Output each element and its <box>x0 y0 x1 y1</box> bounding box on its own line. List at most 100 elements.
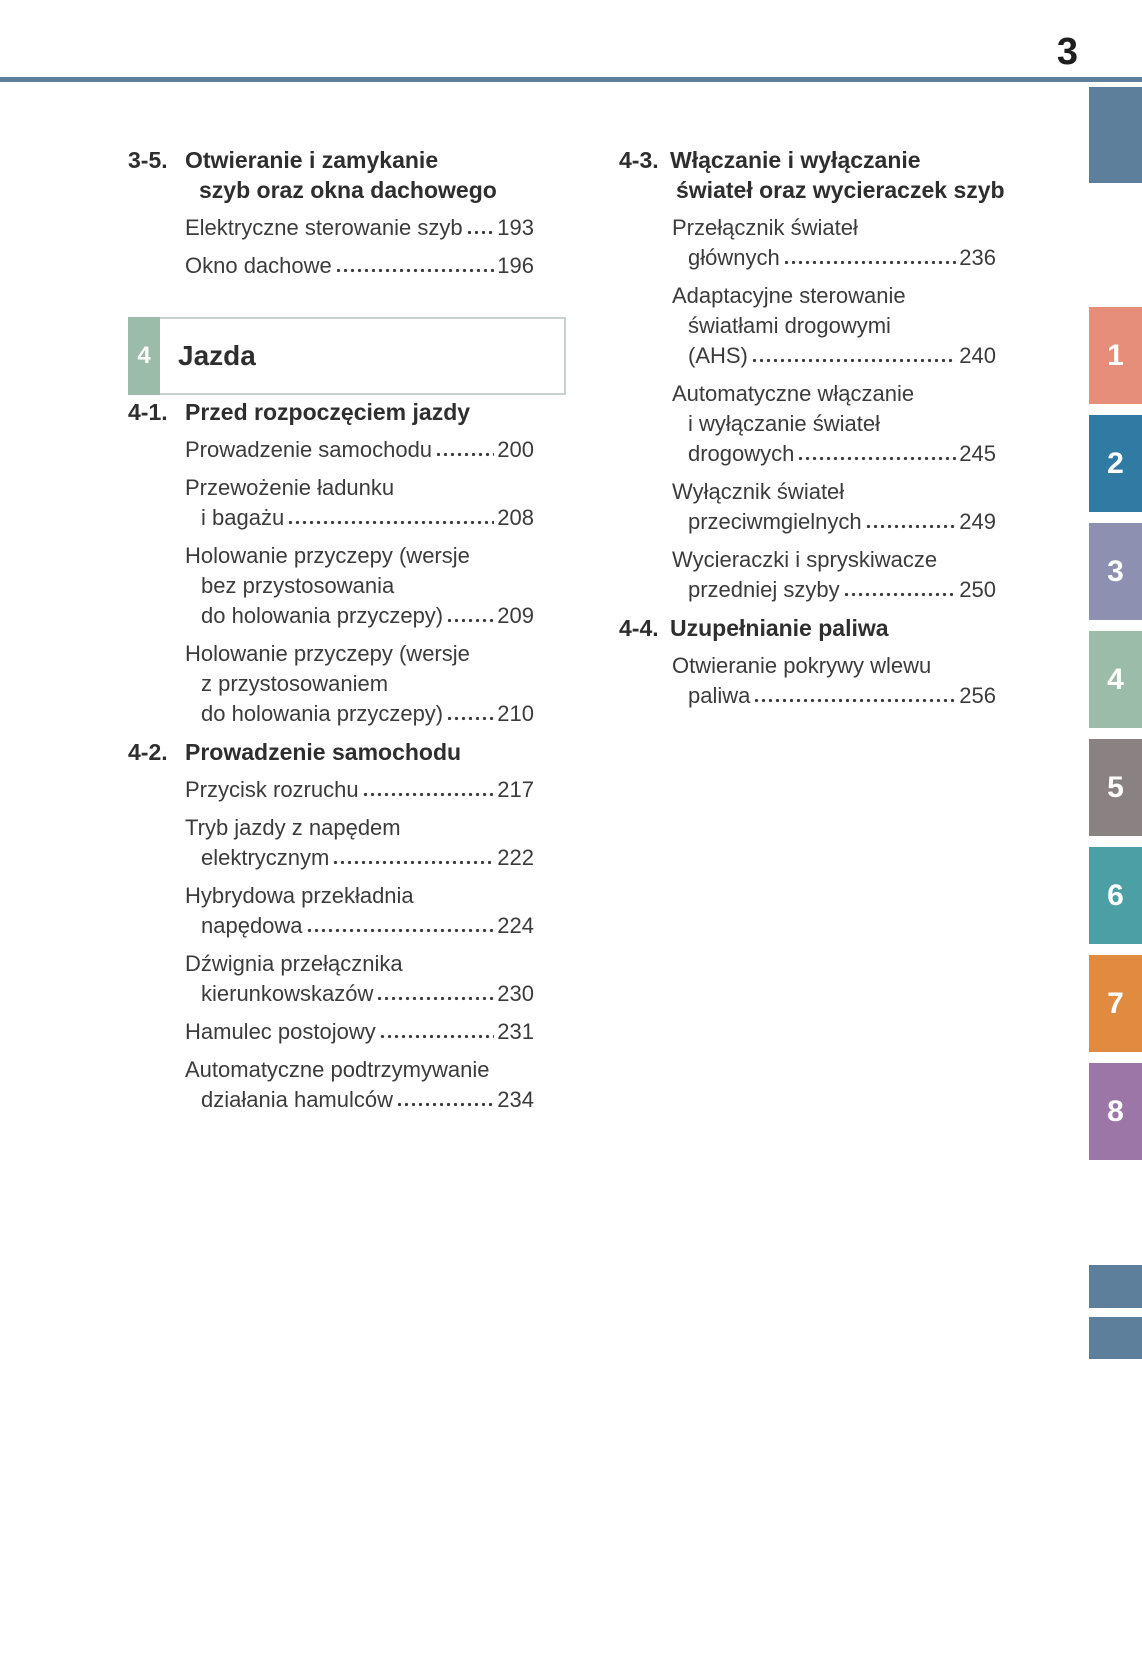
entry-line: Holowanie przyczepy (wersje <box>185 641 470 666</box>
section-title-line: Włączanie i wyłączanie <box>670 147 921 173</box>
entry-text: przeciwmgielnych <box>688 509 862 534</box>
entry-page-number: 240 <box>959 343 996 368</box>
section-title-line: szyb oraz okna dachowego <box>199 177 497 203</box>
entry-last-line: kierunkowskazów 230 <box>185 979 534 1009</box>
entry-page-number: 217 <box>497 777 534 802</box>
entry-line: światłami drogowymi <box>688 313 891 338</box>
entry-last-line: przedniej szyby 250 <box>672 575 996 605</box>
entry-last-line: Okno dachowe 196 <box>185 251 534 281</box>
entry-page-number: 208 <box>497 505 534 530</box>
section-number: 4-3. <box>619 147 659 173</box>
toc-entry: Przewożenie ładunku i bagażu 208 <box>128 473 534 533</box>
entry-text: (AHS) <box>688 343 748 368</box>
page-number: 3 <box>1056 31 1078 73</box>
entry-last-line: paliwa 256 <box>672 681 996 711</box>
side-tab-label: 5 <box>1107 770 1124 804</box>
entry-page-number: 256 <box>959 683 996 708</box>
dot-leader <box>435 452 495 457</box>
entry-last-line: drogowych 245 <box>672 439 996 469</box>
section-heading-4-2: 4-2. Prowadzenie samochodu <box>128 737 534 767</box>
section-title: Otwieranie i zamykanie szyb oraz okna da… <box>185 145 497 205</box>
section-title: Prowadzenie samochodu <box>185 737 461 767</box>
section-heading-4-4: 4-4. Uzupełnianie paliwa <box>619 613 996 643</box>
entry-last-line: Hamulec postojowy 231 <box>185 1017 534 1047</box>
section-number: 4-2. <box>128 739 168 765</box>
side-tab-label: 7 <box>1107 986 1124 1020</box>
side-tab-1: 1 <box>1089 307 1142 404</box>
entry-last-line: głównych 236 <box>672 243 996 273</box>
chapter-4-tab: 4 <box>128 317 160 395</box>
chapter-4-title: Jazda <box>178 340 256 371</box>
side-tab-blank-bottom-2 <box>1089 1317 1142 1359</box>
entry-page-number: 231 <box>497 1019 534 1044</box>
entry-text: paliwa <box>688 683 751 708</box>
entry-line: i wyłączanie świateł <box>688 411 880 436</box>
dot-leader <box>782 260 957 265</box>
toc-entry: Hamulec postojowy 231 <box>128 1017 534 1047</box>
entry-last-line: Przycisk rozruchu 217 <box>185 775 534 805</box>
dot-leader <box>378 1034 495 1039</box>
toc-entry: Elektryczne sterowanie szyb 193 <box>128 213 534 243</box>
entry-last-line: przeciwmgielnych 249 <box>672 507 996 537</box>
side-tab-blank-bottom-1 <box>1089 1265 1142 1308</box>
entry-text: kierunkowskazów <box>201 981 374 1006</box>
section-heading-4-1: 4-1. Przed rozpoczęciem jazdy <box>128 397 534 427</box>
section-title-line: świateł oraz wycieraczek szyb <box>676 177 1005 203</box>
header-rule <box>0 77 1142 82</box>
entry-page-number: 236 <box>959 245 996 270</box>
side-tab-label: 8 <box>1107 1094 1124 1128</box>
entry-page-number: 200 <box>497 437 534 462</box>
dot-leader <box>797 456 957 461</box>
entry-last-line: Prowadzenie samochodu 200 <box>185 435 534 465</box>
entry-line: Hybrydowa przekładnia <box>185 883 414 908</box>
entry-text: Prowadzenie samochodu <box>185 437 433 462</box>
side-tab-label: 1 <box>1107 338 1124 372</box>
entry-page-number: 209 <box>497 603 534 628</box>
dot-leader <box>446 716 495 721</box>
entry-text: Przycisk rozruchu <box>185 777 359 802</box>
toc-entry: Dźwignia przełącznika kierunkowskazów 23… <box>128 949 534 1009</box>
entry-text: drogowych <box>688 441 795 466</box>
entry-line: Automatyczne podtrzymywanie <box>185 1057 490 1082</box>
entry-line: Dźwignia przełącznika <box>185 951 403 976</box>
toc-entry: Przycisk rozruchu 217 <box>128 775 534 805</box>
dot-leader <box>864 524 957 529</box>
section-title-line: Otwieranie i zamykanie <box>185 147 439 173</box>
entry-text: do holowania przyczepy) <box>201 701 444 726</box>
entry-line: Adaptacyjne sterowanie <box>672 283 906 308</box>
entry-last-line: do holowania przyczepy) 209 <box>185 601 534 631</box>
chapter-4-number: 4 <box>137 342 151 369</box>
entry-last-line: napędowa 224 <box>185 911 534 941</box>
dot-leader <box>465 230 495 235</box>
side-tab-2: 2 <box>1089 415 1142 512</box>
section-title-line: Prowadzenie samochodu <box>185 739 462 765</box>
section-heading-4-3: 4-3. Włączanie i wyłączanie świateł oraz… <box>619 145 1005 205</box>
toc-entry: Automatyczne włączanie i wyłączanie świa… <box>619 379 996 469</box>
dot-leader <box>376 996 495 1001</box>
entry-page-number: 249 <box>959 509 996 534</box>
entry-last-line: (AHS) 240 <box>672 341 996 371</box>
entry-text: napędowa <box>201 913 303 938</box>
side-tab-8: 8 <box>1089 1063 1142 1160</box>
entry-line: Przewożenie ładunku <box>185 475 395 500</box>
side-tab-4: 4 <box>1089 631 1142 728</box>
entry-page-number: 210 <box>497 701 534 726</box>
entry-last-line: do holowania przyczepy) 210 <box>185 699 534 729</box>
side-tab-label: 6 <box>1107 878 1124 912</box>
toc-entry: Prowadzenie samochodu 200 <box>128 435 534 465</box>
side-tab-3: 3 <box>1089 523 1142 620</box>
entry-page-number: 224 <box>497 913 534 938</box>
entry-text: Elektryczne sterowanie szyb <box>185 215 463 240</box>
entry-text: Hamulec postojowy <box>185 1019 376 1044</box>
side-tab-7: 7 <box>1089 955 1142 1052</box>
toc-entry: Wyłącznik świateł przeciwmgielnych 249 <box>619 477 996 537</box>
dot-leader <box>750 358 957 363</box>
entry-text: do holowania przyczepy) <box>201 603 444 628</box>
entry-page-number: 234 <box>497 1087 534 1112</box>
entry-line: z przystosowaniem <box>201 671 389 696</box>
toc-entry: Wycieraczki i spryskiwacze przedniej szy… <box>619 545 996 605</box>
entry-line: Holowanie przyczepy (wersje <box>185 543 470 568</box>
entry-page-number: 245 <box>959 441 996 466</box>
toc-left-column: 3-5. Otwieranie i zamykanie szyb oraz ok… <box>128 145 566 1123</box>
side-tab-label: 4 <box>1107 662 1124 696</box>
